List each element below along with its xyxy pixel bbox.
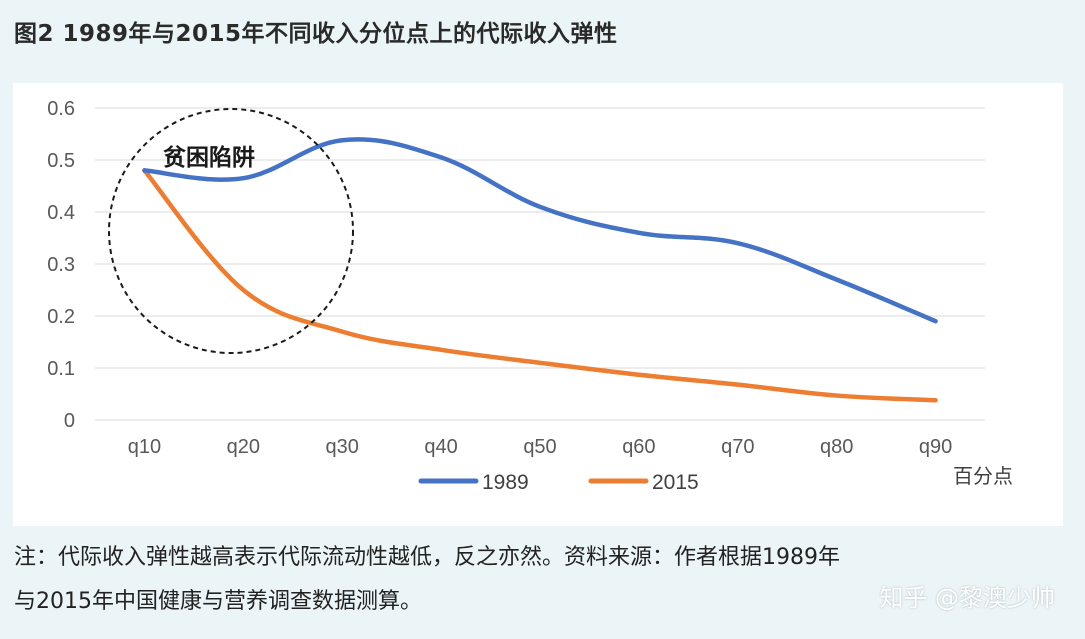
series-line-1989: [142, 137, 938, 324]
legend-label-2015: 2015: [652, 471, 699, 494]
x-tick-label: q60: [622, 436, 655, 458]
x-tick-label: q90: [919, 436, 952, 458]
x-axis-label: 百分点: [953, 465, 1013, 488]
figure-title: 图2 1989年与2015年不同收入分位点上的代际收入弹性: [14, 21, 618, 47]
chart-panel: 0 0.1 0.2 0.3 0.4 0.5 0.6 q10 q20 q30 q40 q50 q60 q70…: [13, 83, 1063, 526]
x-tick-label: q20: [227, 436, 260, 458]
watermark: 知乎 @黎澳少帅: [879, 584, 1055, 612]
y-tick-label: 0.5: [47, 150, 75, 172]
annotation-circle: [108, 108, 354, 354]
y-tick-label: 0.6: [47, 98, 75, 120]
x-tick-label: q40: [424, 436, 457, 458]
annotation-label: 贫困陷阱: [163, 144, 255, 170]
x-tick-label: q50: [523, 436, 556, 458]
y-tick-label: 0.3: [47, 254, 75, 276]
x-tick-label: q10: [128, 436, 161, 458]
line-chart: 0 0.1 0.2 0.3 0.4 0.5 0.6 q10 q20 q30 q40 q50 q60 q70…: [47, 98, 1013, 494]
series-line-2015: [142, 168, 938, 403]
figure-note: 注：代际收入弹性越高表示代际流动性越低，反之亦然。资料来源：作者根据1989年 …: [14, 536, 1074, 624]
legend-label-1989: 1989: [482, 471, 529, 494]
y-tick-label: 0.2: [47, 306, 75, 328]
y-tick-label: 0.4: [47, 202, 75, 224]
x-tick-label: q80: [820, 436, 853, 458]
note-line-1: 注：代际收入弹性越高表示代际流动性越低，反之亦然。资料来源：作者根据1989年: [14, 545, 840, 570]
y-tick-label: 0: [64, 410, 75, 432]
x-tick-label: q30: [326, 436, 359, 458]
y-tick-label: 0.1: [47, 358, 75, 380]
x-tick-label: q70: [721, 436, 754, 458]
note-line-2: 与2015年中国健康与营养调查数据测算。: [14, 589, 422, 614]
